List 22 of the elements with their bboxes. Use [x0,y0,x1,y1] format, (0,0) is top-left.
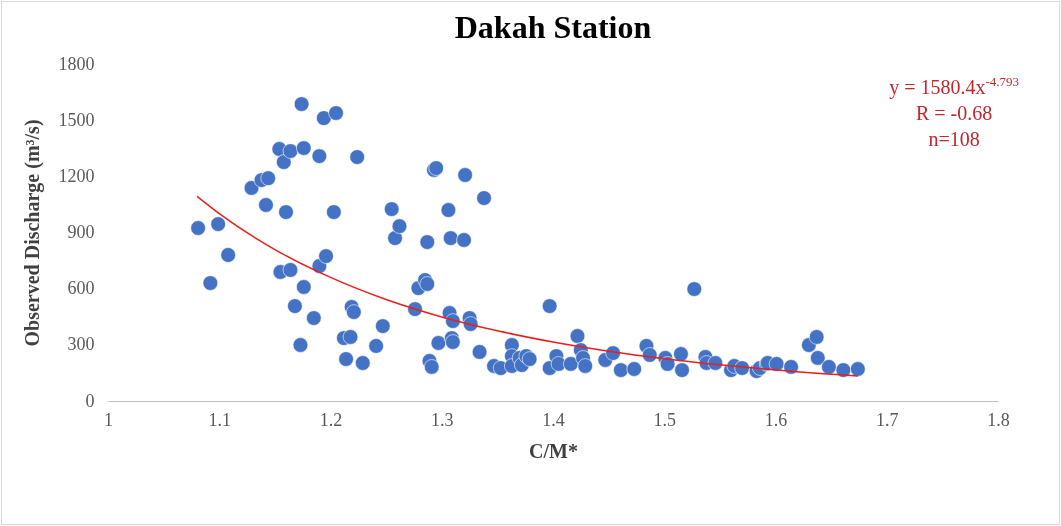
x-tick-label: 1 [104,409,113,430]
x-tick-label: 1.2 [319,409,343,430]
annotation: n=108 [927,127,981,152]
y-tick-label: 1800 [58,53,95,74]
x-tick-label: 1.8 [987,409,1010,430]
x-tick-label: 1.1 [208,409,231,430]
annotation: y = 1580.4x$^{-4.793}$ [889,74,1019,100]
x-tick-label: 1.7 [876,409,899,430]
y-tick-label: 0 [85,390,95,411]
x-tick-label: 1.4 [542,409,565,430]
y-tick-label: 1500 [58,109,95,130]
chart-title: Dakah Station [454,9,652,45]
y-axis-title: Observed Discharge (m³/s) [20,119,44,347]
y-tick-label: 300 [67,334,95,355]
annotation: R = -0.68 [914,101,994,126]
y-tick-label: 600 [67,278,95,299]
x-tick-label: 1.6 [764,409,788,430]
x-tick-label: 1.3 [431,409,454,430]
x-axis-title: C/M* [529,439,578,462]
y-tick-label: 1200 [58,165,95,186]
x-tick-label: 1.5 [653,409,676,430]
y-tick-label: 900 [67,222,95,242]
